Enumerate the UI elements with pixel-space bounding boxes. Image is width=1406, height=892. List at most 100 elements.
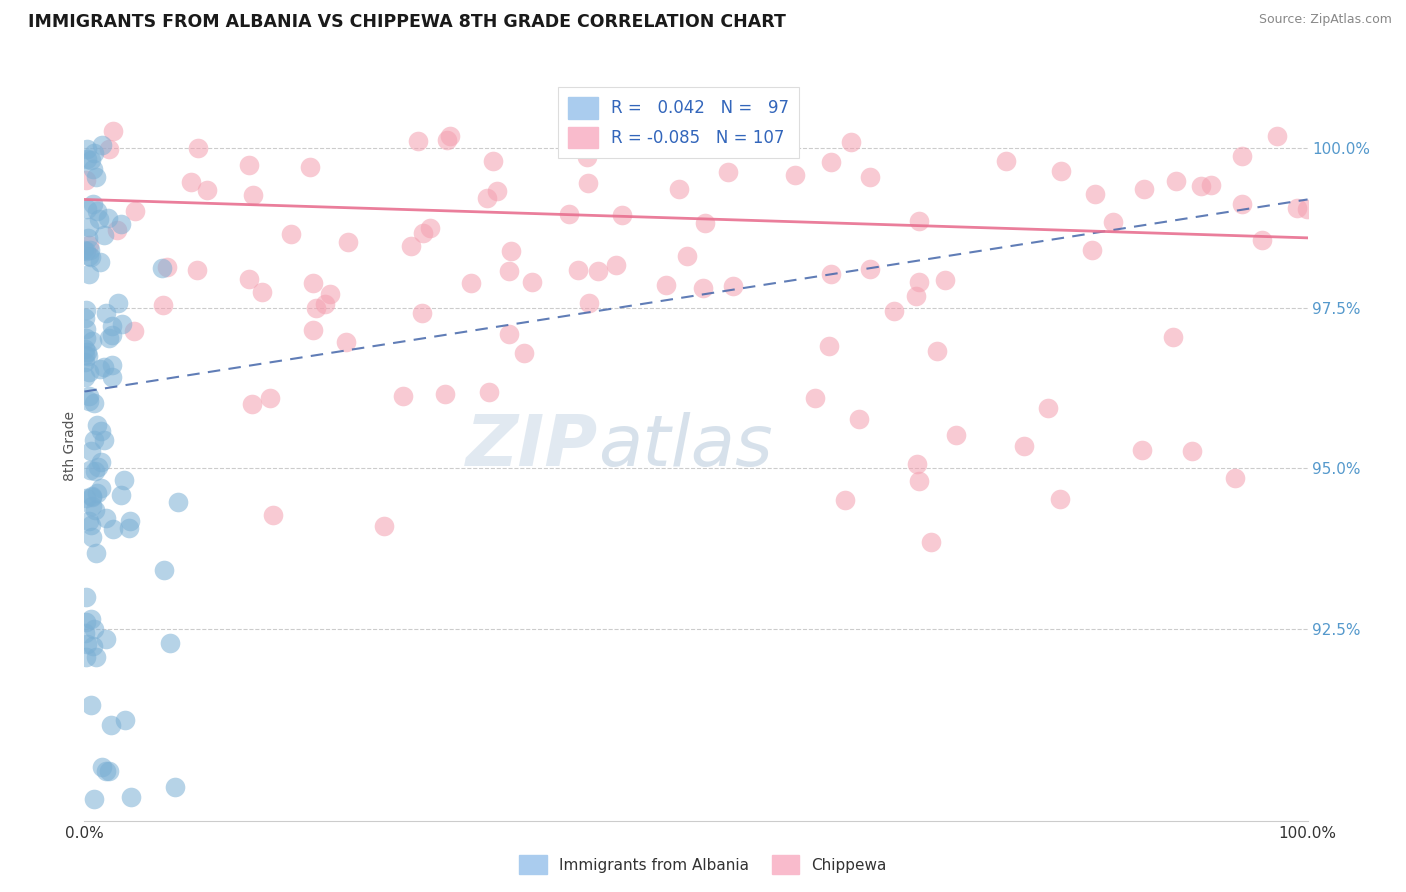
Point xyxy=(436,133,458,147)
Point xyxy=(576,177,599,191)
Point xyxy=(513,346,536,360)
Point xyxy=(883,303,905,318)
Point xyxy=(79,243,101,257)
Point xyxy=(392,388,415,402)
Point xyxy=(83,792,105,806)
Point xyxy=(1181,444,1204,458)
Point xyxy=(93,360,115,375)
Point xyxy=(90,455,112,469)
Point xyxy=(411,306,433,320)
Point xyxy=(187,141,209,155)
Point xyxy=(460,276,482,290)
Point xyxy=(335,334,357,349)
Point xyxy=(180,175,202,189)
Point xyxy=(83,622,105,636)
Point xyxy=(1232,149,1254,163)
Point xyxy=(82,197,104,211)
Point xyxy=(1161,330,1184,344)
Point xyxy=(79,250,101,264)
Point xyxy=(76,152,98,166)
Point xyxy=(905,288,928,302)
Point xyxy=(605,259,627,273)
Point xyxy=(908,474,931,488)
Point xyxy=(80,489,103,503)
Point xyxy=(152,298,174,312)
Point xyxy=(80,698,103,713)
Point xyxy=(820,267,842,281)
Point xyxy=(337,235,360,249)
Point xyxy=(501,244,523,258)
Point xyxy=(75,322,97,336)
Point xyxy=(152,563,174,577)
Point xyxy=(259,391,281,405)
Point xyxy=(612,208,634,222)
Point xyxy=(412,226,434,240)
Point xyxy=(75,244,97,258)
Point xyxy=(1132,182,1154,196)
Point xyxy=(83,145,105,160)
Point xyxy=(994,154,1017,169)
Point xyxy=(477,191,499,205)
Point xyxy=(1286,201,1309,215)
Point xyxy=(111,317,134,331)
Point xyxy=(848,412,870,426)
Point xyxy=(73,311,96,326)
Point xyxy=(859,262,882,277)
Point xyxy=(73,243,96,257)
Point xyxy=(76,142,98,156)
Point xyxy=(124,203,146,218)
Point xyxy=(242,188,264,202)
Point xyxy=(82,639,104,653)
Point xyxy=(75,302,97,317)
Point xyxy=(482,154,505,169)
Point xyxy=(655,277,678,292)
Point xyxy=(73,348,96,362)
Point xyxy=(907,275,929,289)
Point xyxy=(79,219,101,234)
Point xyxy=(80,443,103,458)
Point xyxy=(1050,164,1073,178)
Point xyxy=(558,206,581,220)
Point xyxy=(118,514,141,528)
Point xyxy=(945,428,967,442)
Point xyxy=(302,277,325,291)
Point xyxy=(101,124,124,138)
Point xyxy=(75,615,97,629)
Point xyxy=(280,227,302,241)
Point xyxy=(101,370,124,384)
Point xyxy=(159,635,181,649)
Point xyxy=(79,153,101,167)
Point xyxy=(77,349,100,363)
Point xyxy=(314,297,336,311)
Point xyxy=(818,339,841,353)
Point xyxy=(107,223,129,237)
Point xyxy=(100,359,122,373)
Point xyxy=(498,263,520,277)
Point xyxy=(76,231,98,245)
Point xyxy=(94,305,117,319)
Point xyxy=(433,387,456,401)
Point xyxy=(163,780,186,794)
Point xyxy=(100,318,122,333)
Point xyxy=(439,129,461,144)
Point xyxy=(77,267,100,281)
Point xyxy=(186,262,208,277)
Point xyxy=(103,522,125,536)
Point xyxy=(262,508,284,523)
Point xyxy=(97,764,120,778)
Point xyxy=(79,463,101,477)
Point xyxy=(80,517,103,532)
Text: ZIP: ZIP xyxy=(465,411,598,481)
Point xyxy=(91,138,114,153)
Point xyxy=(1225,471,1247,485)
Point xyxy=(96,764,118,778)
Point xyxy=(75,173,97,187)
Point xyxy=(84,502,107,516)
Point xyxy=(114,714,136,728)
Text: IMMIGRANTS FROM ALBANIA VS CHIPPEWA 8TH GRADE CORRELATION CHART: IMMIGRANTS FROM ALBANIA VS CHIPPEWA 8TH … xyxy=(28,13,786,31)
Y-axis label: 8th Grade: 8th Grade xyxy=(63,411,77,481)
Point xyxy=(79,611,101,625)
Point xyxy=(717,165,740,179)
Point xyxy=(82,530,104,544)
Point xyxy=(110,217,132,231)
